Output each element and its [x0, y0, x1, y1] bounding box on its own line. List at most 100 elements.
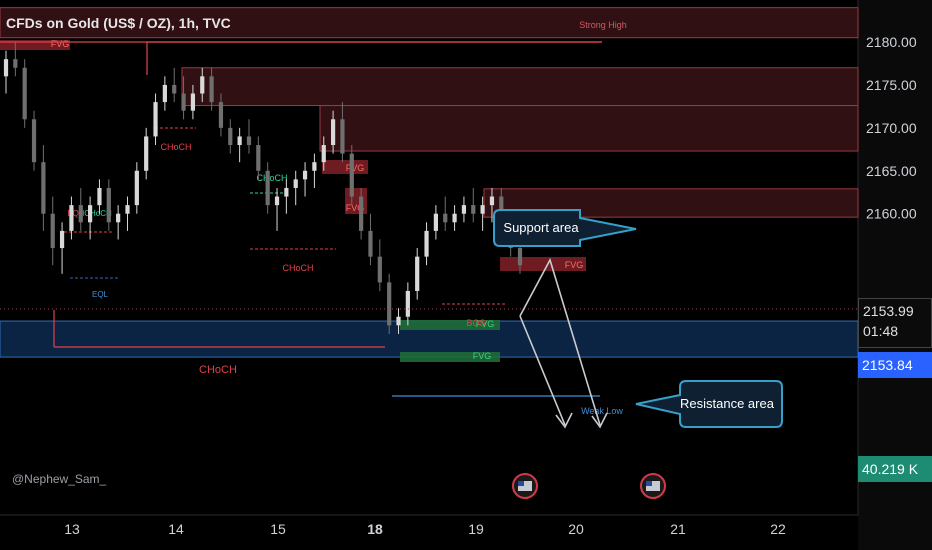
- candle-body-23: [209, 76, 214, 103]
- candle-body-46: [424, 230, 429, 257]
- x-tick-8: 22: [770, 521, 786, 537]
- y-tick-1: 2180.00: [866, 34, 917, 50]
- volume-tag: 40.219 K: [858, 456, 932, 482]
- candle-body-26: [237, 136, 242, 146]
- x-tick-3: 15: [270, 521, 286, 537]
- y-tick-2: 2175.00: [866, 77, 917, 93]
- x-tick-6: 20: [568, 521, 584, 537]
- candle-body-51: [471, 205, 476, 214]
- candle-body-9: [78, 205, 83, 223]
- fvg-box-5: [400, 320, 500, 330]
- volume-value: 40.219 K: [862, 461, 919, 477]
- last-price-value: 2153.99: [863, 303, 914, 319]
- candle-body-49: [452, 213, 457, 223]
- x-tick-4: 18: [367, 521, 383, 537]
- candle-body-56: [517, 248, 523, 266]
- candle-body-34: [312, 162, 317, 171]
- us-event-flag-stripes-1: [518, 481, 532, 491]
- candle-body-2: [13, 59, 18, 68]
- last-price-tag: 2153.99 01:48: [858, 298, 932, 348]
- projection-path-2: [519, 315, 566, 426]
- candle-body-11: [97, 187, 102, 206]
- bos-label: BOS: [466, 318, 485, 328]
- projection-path-1: [519, 257, 601, 426]
- candle-body-44: [405, 290, 410, 317]
- candle-body-5: [41, 162, 46, 214]
- candle-body-36: [330, 119, 336, 146]
- candle-body-17: [153, 102, 158, 137]
- candle-body-37: [340, 119, 345, 154]
- candle-body-25: [228, 127, 233, 146]
- choch-label-small: CHoCH: [84, 209, 112, 218]
- chart-title-text: CFDs on Gold (US$ / OZ), 1h, TVC: [6, 15, 231, 31]
- candle-body-20: [181, 93, 186, 111]
- zone-1: [0, 7, 859, 39]
- countdown-value: 01:48: [863, 323, 899, 339]
- candle-body-6: [50, 213, 55, 249]
- candle-body-31: [284, 187, 289, 197]
- candle-body-4: [31, 119, 37, 163]
- candle-body-14: [125, 205, 130, 214]
- candle-body-53: [489, 196, 495, 206]
- candle-body-30: [274, 196, 280, 206]
- candle-body-7: [59, 230, 65, 249]
- strong-high-label: Strong High: [579, 20, 627, 30]
- us-event-flag-stripes-2: [646, 481, 660, 491]
- candle-body-40: [368, 230, 373, 257]
- candle-body-28: [256, 145, 261, 171]
- bid-price-tag: 2153.84: [858, 352, 932, 378]
- us-event-flag-canton-1: [518, 481, 524, 486]
- candle-body-12: [106, 187, 111, 223]
- candle-body-29: [265, 170, 270, 206]
- candle-body-8: [69, 205, 74, 231]
- bid-price-value: 2153.84: [862, 357, 913, 373]
- candle-body-27: [246, 136, 252, 146]
- fvg-box-1: [0, 40, 70, 50]
- candle-body-22: [200, 76, 205, 94]
- eql-label: EQL: [92, 290, 109, 299]
- choch-label-bull: CHoCH: [256, 173, 287, 183]
- fvg-label-1: FVG: [51, 39, 70, 49]
- eqh-label: EQH: [67, 209, 85, 218]
- candle-body-48: [443, 213, 448, 223]
- candle-body-52: [480, 205, 485, 214]
- resistance-callout-box: [635, 380, 783, 428]
- candle-body-16: [144, 136, 149, 171]
- candle-body-47: [433, 213, 438, 231]
- us-event-flag-canton-2: [646, 481, 652, 486]
- candle-body-15: [134, 170, 139, 206]
- candle-body-19: [172, 84, 177, 94]
- candle-body-3: [22, 67, 27, 120]
- candle-body-33: [302, 170, 308, 180]
- candle-body-45: [415, 256, 420, 291]
- candle-body-50: [461, 205, 467, 214]
- fvg-label-4: FVG: [565, 260, 584, 270]
- y-tick-5: 2160.00: [866, 206, 917, 222]
- y-tick-4: 2165.00: [866, 163, 917, 179]
- candle-body-38: [349, 153, 354, 197]
- candle-body-41: [377, 256, 382, 283]
- fvg-label-3: FVG: [346, 203, 365, 213]
- projection-arrow-1: [555, 412, 573, 429]
- choch-label-2: CHoCH: [282, 263, 313, 273]
- choch-label-1: CHoCH: [160, 142, 191, 152]
- x-tick-5: 19: [468, 521, 484, 537]
- resistance-callout-label: Resistance area: [680, 396, 775, 411]
- fvg-label-5: FVG: [476, 319, 495, 329]
- candle-body-21: [190, 93, 196, 111]
- projection-arrow-2: [591, 412, 608, 429]
- candle-body-1: [3, 59, 9, 77]
- candle-body-32: [293, 179, 298, 188]
- candle-body-18: [162, 84, 167, 103]
- candle-body-35: [321, 145, 326, 163]
- fvg-label-2: FVG: [346, 163, 365, 173]
- support-callout-box: [493, 209, 637, 247]
- candle-body-39: [359, 196, 364, 231]
- candle-body-24: [218, 102, 224, 128]
- weak-low-label: Weak Low: [581, 406, 623, 416]
- support-callout-label: Support area: [503, 220, 579, 235]
- choch-main-label: CHoCH: [199, 364, 237, 376]
- author-watermark: @Nephew_Sam_: [12, 472, 107, 486]
- candle-body-13: [116, 213, 121, 223]
